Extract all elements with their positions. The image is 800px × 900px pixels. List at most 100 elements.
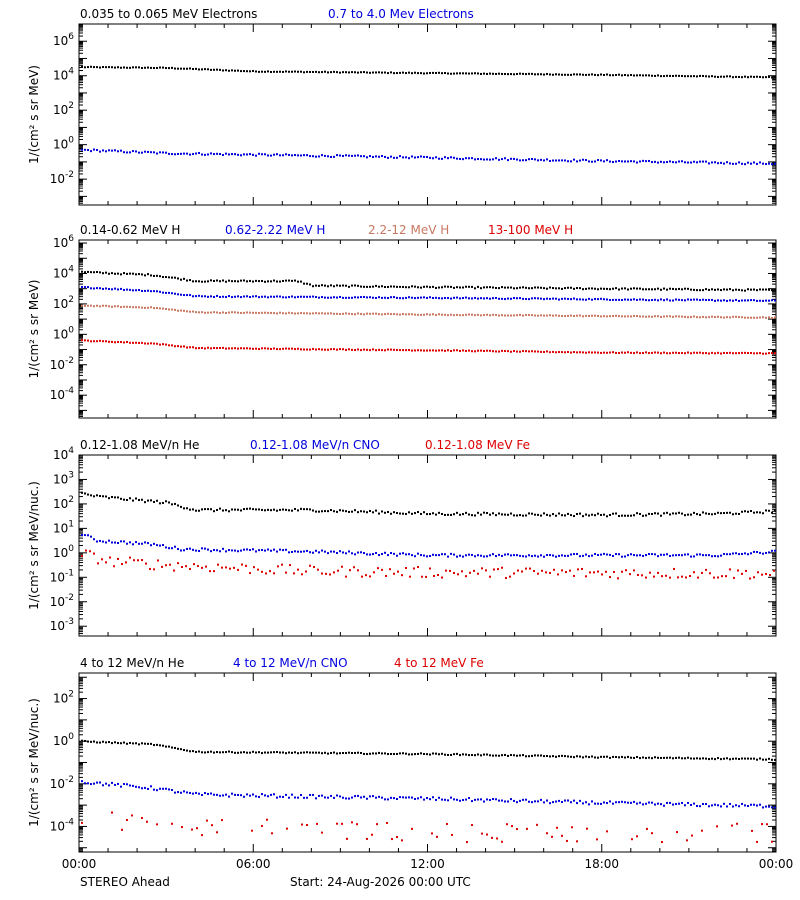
data-point (333, 312, 335, 315)
data-point (453, 314, 455, 317)
data-point (243, 795, 245, 798)
data-point (321, 296, 323, 299)
data-point (387, 798, 389, 801)
data-point (435, 554, 437, 557)
data-point (87, 66, 89, 69)
data-point (366, 285, 368, 288)
data-point (507, 754, 509, 757)
data-point (360, 796, 362, 799)
data-point (771, 549, 773, 552)
data-point (549, 314, 551, 317)
data-point (204, 280, 206, 283)
data-point (174, 746, 176, 749)
data-point (666, 801, 668, 804)
data-point (744, 299, 746, 302)
data-point (150, 742, 152, 745)
data-point (273, 295, 275, 298)
data-point (282, 751, 284, 754)
data-point (456, 511, 458, 514)
data-point (228, 279, 230, 282)
data-point (129, 288, 131, 291)
data-point (411, 72, 413, 75)
data-point (414, 313, 416, 316)
data-point (87, 782, 89, 785)
data-point (411, 313, 413, 316)
data-point (603, 755, 605, 758)
data-point (469, 571, 471, 574)
data-point (756, 804, 758, 807)
data-point (579, 298, 581, 301)
data-point (210, 279, 212, 282)
data-point (297, 509, 299, 512)
data-point (237, 69, 239, 72)
data-point (480, 314, 482, 317)
data-point (531, 350, 533, 353)
data-point (705, 316, 707, 319)
data-point (210, 347, 212, 350)
data-point (138, 341, 140, 344)
data-point (723, 316, 725, 319)
data-point (351, 348, 353, 351)
data-point (273, 70, 275, 73)
data-point (501, 513, 503, 516)
data-point (711, 288, 713, 291)
data-point (468, 285, 470, 288)
data-point (528, 350, 530, 353)
data-point (363, 295, 365, 298)
data-point (81, 286, 83, 289)
data-point (327, 71, 329, 74)
data-point (618, 159, 620, 162)
data-point (177, 152, 179, 155)
data-point (483, 72, 485, 75)
data-point (450, 513, 452, 516)
data-point (729, 299, 731, 302)
data-point (591, 160, 593, 163)
data-point (681, 554, 683, 557)
data-point (201, 153, 203, 156)
data-point (312, 155, 314, 158)
data-point (282, 279, 284, 282)
data-point (291, 550, 293, 553)
data-point (255, 508, 257, 511)
data-point (204, 508, 206, 511)
data-point (624, 315, 626, 318)
data-point (669, 513, 671, 516)
data-point (459, 72, 461, 75)
data-point (159, 290, 161, 293)
data-point (639, 315, 641, 318)
data-point (729, 758, 731, 761)
data-point (489, 799, 491, 802)
data-point (123, 782, 125, 785)
data-point (684, 299, 686, 302)
data-point (348, 348, 350, 351)
data-point (537, 555, 539, 558)
data-point (285, 279, 287, 282)
data-point (765, 352, 767, 355)
data-point (222, 547, 224, 550)
data-point (702, 160, 704, 163)
data-point (444, 313, 446, 316)
y-tick-exponent: -2 (65, 356, 74, 366)
data-point (279, 508, 281, 511)
data-point (186, 547, 188, 550)
data-point (693, 351, 695, 354)
data-point (756, 299, 758, 302)
data-point (372, 285, 374, 288)
data-point (633, 160, 635, 163)
data-point (534, 554, 536, 557)
data-point (150, 290, 152, 293)
data-point (177, 345, 179, 348)
y-tick-exponent: 2 (68, 101, 74, 111)
data-point (660, 756, 662, 759)
data-point (243, 279, 245, 282)
data-point (261, 752, 263, 755)
data-point (309, 71, 311, 74)
data-point (687, 316, 689, 319)
data-point (459, 349, 461, 352)
data-point (681, 288, 683, 291)
data-point (177, 67, 179, 70)
data-point (774, 806, 776, 809)
data-point (471, 800, 473, 803)
data-point (288, 551, 290, 554)
data-point (597, 74, 599, 77)
